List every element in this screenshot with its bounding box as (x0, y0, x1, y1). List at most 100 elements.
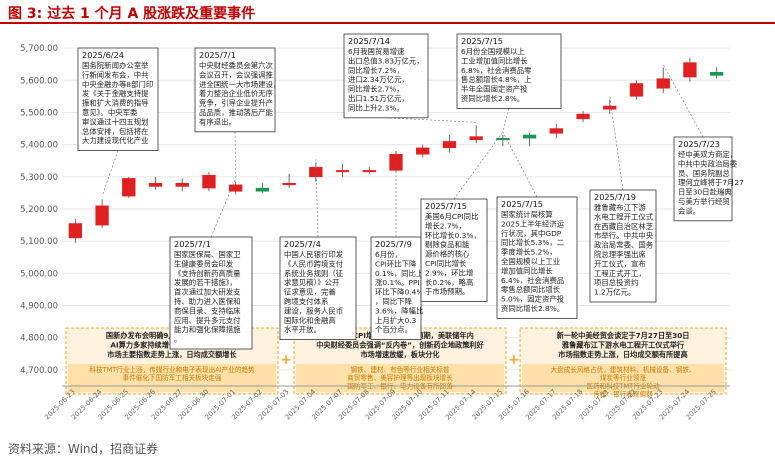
callout-text-line: 环比增长0.3%， (425, 231, 481, 240)
callout-box (420, 198, 488, 302)
callout-text-line: 源价格的核心 (425, 250, 470, 259)
candle (629, 80, 644, 100)
summary-main-line: 新一轮中美经贸会谈定于7月27日至30日 (557, 331, 690, 340)
callout-text-line: 同比增长5.3%，二 (501, 238, 564, 247)
callout-text-line: 日至30日赴瑞典 (678, 188, 732, 197)
callout-text-line: 同比增长7.2%， (348, 66, 404, 75)
y-tick-label: 5,600.00 (20, 76, 58, 86)
callout-text-line: 2.9%，环比增 (425, 268, 473, 277)
candle-body (148, 183, 163, 187)
y-tick-label: 5,200.00 (20, 205, 58, 215)
summary-main-line: 市场主要指数走势上涨，日均成交额增长 (107, 350, 237, 359)
candle (309, 162, 323, 182)
event-callout: 2025/7/156月份全国规模以上工业增加值同比增长6.8%，社会消费品零售总… (456, 33, 562, 109)
callout-text-line: 持、助力进入医保和 (174, 297, 241, 306)
candle (416, 144, 430, 158)
callout-text-line: 征求意见，完善 (284, 288, 336, 297)
callout-text-line: 涨0.1%。PPI (375, 278, 420, 287)
candle (175, 178, 189, 192)
callout-text-line: 员、国务院副总 (678, 169, 730, 178)
callout-text-line: 商保目录、支持临床 (174, 306, 241, 315)
callout-text-line: 院总理李强出席 (594, 250, 646, 259)
event-callout: 2025/7/19雅鲁藏布江下游水电工程开工仪式在西藏自治区林芝市举行。中共中央… (589, 189, 657, 303)
candle (522, 133, 537, 147)
candle-body (522, 134, 537, 139)
callout-text-line: 着力整治企业低价无序 (199, 89, 274, 98)
callout-leader (502, 131, 538, 198)
event-callout: 2025/7/15国家统计局核算2025上半年经济运行状况，其中GDP同比增长5… (496, 196, 578, 319)
plus-icon: + (508, 352, 520, 368)
callout-text-line: 3.6%，降幅比 (375, 306, 423, 315)
candle-body (202, 174, 216, 189)
event-callout: 2025/7/96月份，CPI环比下降0.1%，同比上涨0.1%。PPI环比下降… (370, 236, 424, 340)
summary-main-line: 市场指数走势上涨，日均成交额有所提高 (558, 350, 687, 359)
callout-box (169, 236, 253, 350)
callout-box (496, 196, 578, 319)
callout-text-line: 应用、提升多元支付 (174, 316, 241, 325)
candle (68, 218, 83, 243)
summary-panel: 美国6月CPI增速略高于市场预期，美联储年内中央财经委员会强调“反内卷”，创新药… (293, 327, 507, 395)
event-callout: 2025/7/15美国6月CPI同比增长2.7%，环比增长0.3%，剔除食品和能… (420, 198, 488, 302)
summary-sub-bg (522, 364, 724, 392)
callout-text-line: 项目总投资约 (594, 278, 638, 287)
candle-body (683, 62, 697, 78)
candle (148, 176, 163, 190)
summary-main-line: 市场增速放缓，板块分化 (360, 350, 440, 359)
callout-text-line: 。 (174, 335, 181, 344)
candle-body (362, 170, 376, 173)
callout-text-line: 系统业务规则（征 (284, 269, 344, 278)
candle-body (282, 183, 296, 186)
callout-text-line: 6月份， (375, 250, 402, 259)
callout-text-line: 中央金融办等8部门印 (82, 80, 153, 89)
candle-body (469, 136, 483, 141)
callout-text-line: 国家医保局、国家卫 (174, 250, 241, 259)
callout-text-line: 水电工程开工仪式 (594, 212, 654, 221)
source-note: 资料来源：Wind，招商证券 (8, 442, 159, 456)
callout-leader (210, 178, 236, 238)
candle (603, 99, 617, 115)
event-callout: 2025/7/146月我国贸易增速出口总值3.83万亿元，同比增长7.2%，进口… (343, 33, 429, 119)
summary-main-line: 中央财经委员会强调“反内卷”，创新药企地政策利好 (316, 341, 484, 350)
candle (229, 181, 243, 195)
y-tick-label: 5,400.00 (20, 141, 58, 151)
event-summary-panels: 国新办发布会明确9月3日将举行阅兵活动AI算力多家持续增长，多款新产品落地市场主… (65, 327, 727, 399)
callout-text-line: ，同比下降 (375, 297, 413, 306)
y-tick-label: 4,900.00 (20, 302, 58, 312)
callout-text-line: 会谈。 (678, 206, 700, 215)
callout-text-line: 出口总值3.83万亿元， (348, 56, 424, 65)
candle-body (576, 113, 590, 120)
candle (335, 163, 350, 177)
candle-body (442, 141, 457, 149)
callout-text-line: 于市场预期。 (425, 287, 469, 296)
callout-date: 2025/7/15 (461, 36, 503, 46)
candlestick-chart: 国新办发布会明确9月3日将举行阅兵活动AI算力多家持续增长，多款新产品落地市场主… (20, 33, 744, 421)
callout-text-line: 同比上升2.3%。 (348, 103, 404, 112)
callout-text-line: 工业增加值同比增长 (461, 56, 528, 65)
callout-box (343, 33, 429, 119)
callout-box (370, 236, 422, 340)
callout-box (456, 33, 562, 109)
callout-text-line: 2025上半年经济运 (501, 219, 565, 228)
candle (496, 134, 510, 147)
y-axis: 4,700.00 4,800.00 4,900.00 5,000.00 5,100.00… (20, 44, 58, 376)
callout-text-line: 长0.2%，略高 (425, 278, 473, 287)
y-tick-label: 5,000.00 (20, 269, 58, 279)
candle (469, 125, 483, 144)
callout-text-line: 意见》。中央军委 (82, 108, 138, 117)
callout-text-line: 政治局常委、国务 (594, 241, 654, 250)
callout-text-line: 求意见稿）》公开 (284, 278, 339, 287)
candle-body (549, 128, 563, 134)
callout-date: 2025/7/15 (425, 201, 467, 211)
callout-text-line: CPI环比下降 (375, 259, 417, 268)
callout-text-line: 增长2.7%， (425, 221, 466, 230)
y-tick-label: 5,500.00 (20, 108, 58, 118)
callout-text-line: 资同比增长2.8%。 (501, 304, 564, 313)
summary-sub-bg (296, 364, 504, 392)
summary-sub-line: 商贸零售、美容护理等出现板块增长 (347, 373, 453, 382)
candle (95, 199, 109, 229)
callout-text-line: 零售总额同比增长 (501, 285, 561, 294)
callout-text-line: 同比增长2.7%， (348, 85, 404, 94)
callout-text-line: 6.4%，社会消费品 (501, 276, 564, 285)
callout-text-line: 国家统计局核算 (501, 210, 553, 219)
callout-text-line: 理何立峰将于7月27 (678, 178, 744, 187)
